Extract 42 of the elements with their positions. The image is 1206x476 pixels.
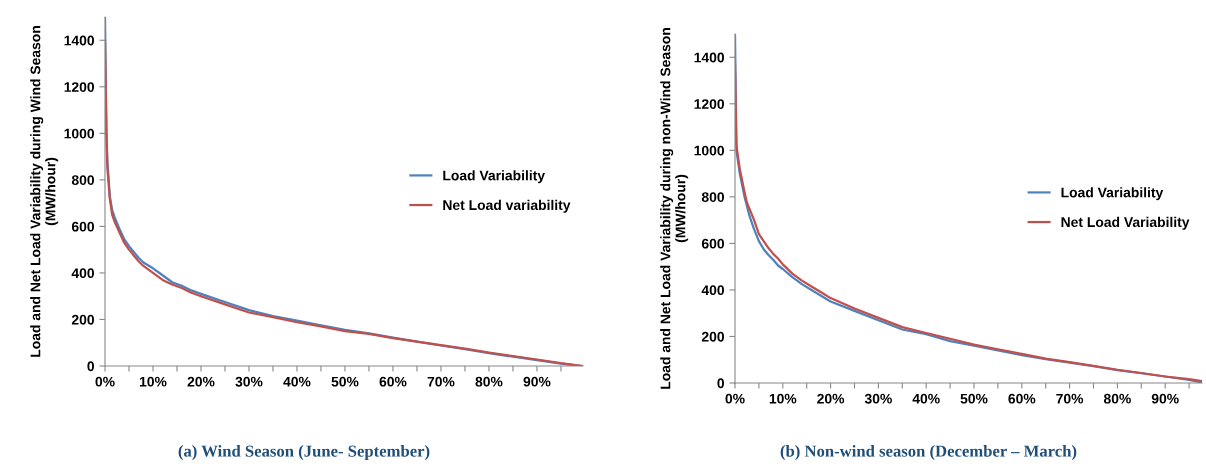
x-tick-label: 10% bbox=[139, 376, 167, 387]
y-tick-label: 1400 bbox=[694, 52, 725, 63]
x-tick-label: 0% bbox=[95, 376, 115, 387]
y-tick-label: 800 bbox=[71, 175, 95, 186]
text: (b) Non-wind season (December – March) bbox=[780, 445, 1077, 461]
y-tick-label: 600 bbox=[701, 238, 725, 249]
y-tick-label: 400 bbox=[71, 268, 95, 279]
x-tick-label: 30% bbox=[864, 393, 892, 404]
x-tick-label: 50% bbox=[331, 376, 359, 387]
y-tick-label: 1200 bbox=[694, 99, 725, 109]
y-tick-label: 600 bbox=[71, 221, 95, 232]
x-tick-label: 90% bbox=[1151, 393, 1179, 404]
x-tick-label: 10% bbox=[769, 393, 797, 404]
y-tick-label: 400 bbox=[701, 285, 725, 296]
y-tick-label: 0 bbox=[717, 378, 725, 389]
x-tick-label: 40% bbox=[283, 376, 311, 387]
x-tick-label: 50% bbox=[960, 393, 988, 404]
y-tick-label: 800 bbox=[701, 192, 725, 203]
y-tick-label: 1000 bbox=[694, 145, 725, 156]
x-tick-label: 90% bbox=[523, 376, 551, 387]
x-tick-label: 30% bbox=[235, 376, 263, 387]
x-tick-label: 70% bbox=[427, 376, 455, 387]
y-tick-label: 1000 bbox=[64, 128, 95, 139]
legend-label: Net Load Variability bbox=[1061, 216, 1190, 230]
y-tick-label: 0 bbox=[87, 361, 95, 372]
x-tick-label: 80% bbox=[475, 376, 503, 387]
text: (a) Wind Season (June- September) bbox=[178, 445, 430, 461]
y-axis-title: Load and Net Load Variability during Wind Season (MW/hour) bbox=[30, 26, 59, 357]
y-tick-label: 200 bbox=[701, 331, 725, 342]
x-tick-label: 20% bbox=[817, 393, 845, 404]
y-axis-title: Load and Net Load Variability during non-Wind Season (MW/hour) bbox=[660, 28, 689, 389]
x-tick-label: 60% bbox=[379, 376, 407, 387]
y-tick-label: 200 bbox=[71, 314, 95, 325]
x-tick-label: 20% bbox=[187, 376, 215, 387]
x-tick-label: 60% bbox=[1008, 393, 1036, 404]
x-tick-label: 0% bbox=[725, 393, 745, 404]
y-tick-label: 1200 bbox=[64, 82, 95, 92]
legend-label: Load Variability bbox=[1061, 187, 1164, 201]
y-tick-label: 1400 bbox=[64, 35, 95, 46]
x-tick-label: 80% bbox=[1103, 393, 1131, 404]
x-tick-label: 40% bbox=[912, 393, 940, 404]
x-tick-label: 70% bbox=[1056, 393, 1084, 404]
